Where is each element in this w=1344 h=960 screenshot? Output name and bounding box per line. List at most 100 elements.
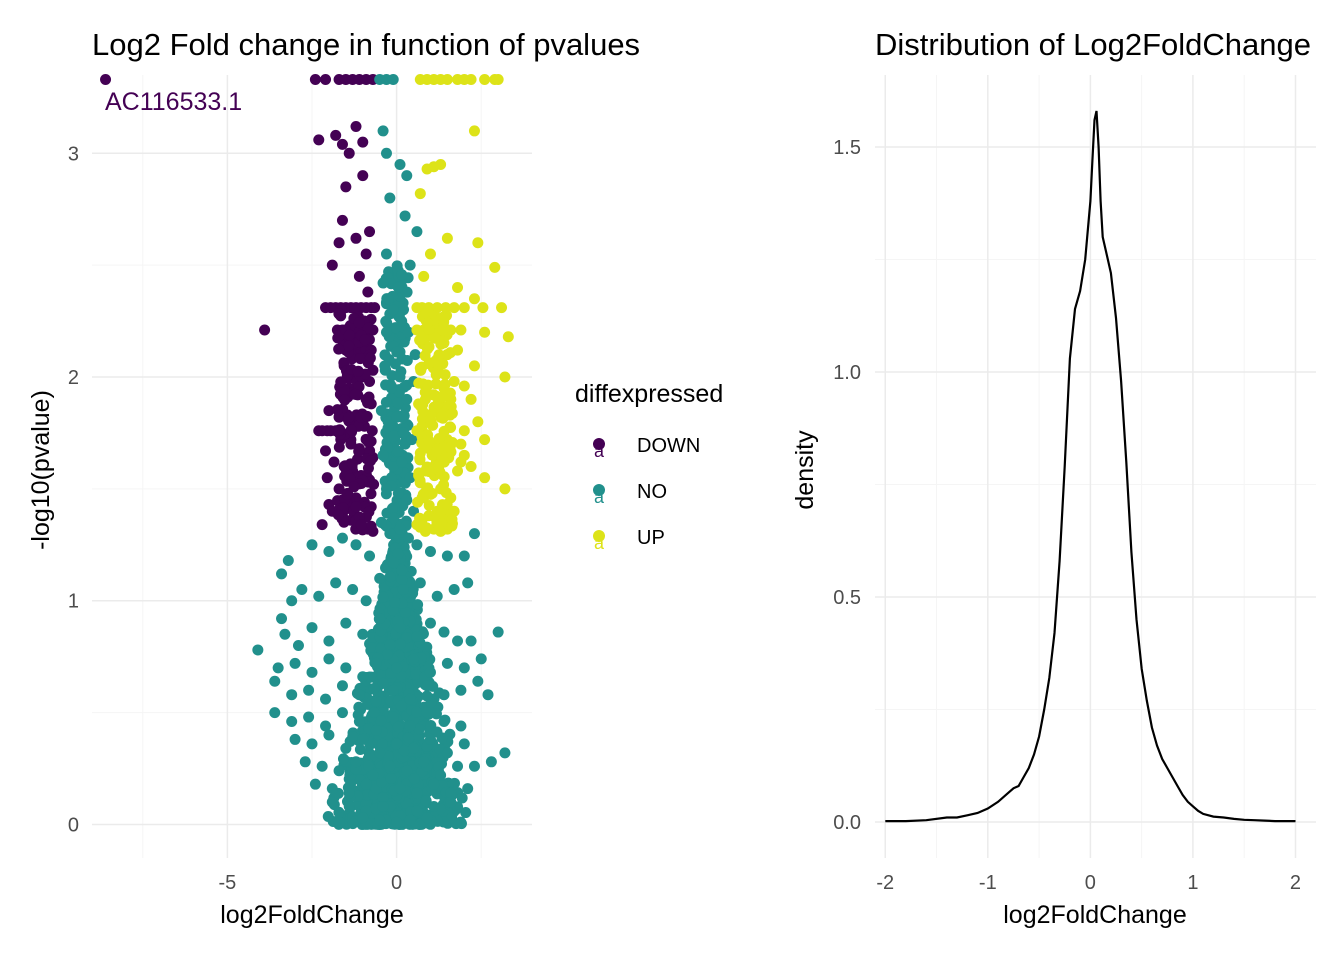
- point-no: [401, 170, 413, 182]
- point-down: [100, 73, 112, 85]
- point-up: [479, 73, 491, 85]
- point-no: [441, 550, 453, 562]
- point-no: [357, 733, 369, 745]
- point-no: [382, 750, 394, 762]
- point-up: [438, 479, 450, 491]
- point-no: [380, 147, 392, 159]
- point-up: [439, 369, 451, 381]
- point-down: [336, 214, 348, 226]
- legend-entry-down: a DOWN: [593, 435, 700, 461]
- point-no: [391, 411, 403, 423]
- point-no: [353, 689, 365, 701]
- point-no: [435, 769, 447, 781]
- legend-key-point: [593, 484, 605, 496]
- point-no: [431, 590, 443, 602]
- volcano-y-axis-title: -log10(pvalue): [27, 390, 55, 550]
- point-up: [415, 333, 427, 345]
- point-up: [499, 483, 511, 495]
- legend-label: DOWN: [637, 435, 700, 457]
- density-x-axis-title: log2FoldChange: [1003, 901, 1186, 929]
- point-up: [417, 398, 429, 410]
- point-no: [370, 724, 382, 736]
- point-no: [411, 539, 423, 551]
- point-no: [420, 795, 432, 807]
- point-down: [361, 410, 373, 422]
- point-down: [333, 237, 345, 249]
- point-down: [366, 425, 378, 437]
- point-up: [416, 492, 428, 504]
- point-no: [364, 550, 376, 562]
- point-no: [376, 776, 388, 788]
- point-no: [380, 248, 392, 260]
- point-no: [380, 396, 392, 408]
- point-no: [402, 326, 414, 338]
- point-up: [424, 248, 436, 260]
- point-up: [421, 317, 433, 329]
- point-no: [397, 584, 409, 596]
- point-down: [364, 352, 376, 364]
- point-no: [438, 689, 450, 701]
- point-no: [428, 778, 440, 790]
- point-up: [441, 232, 453, 244]
- point-no: [391, 662, 403, 674]
- point-up: [444, 421, 456, 433]
- point-up: [452, 465, 464, 477]
- point-no: [340, 662, 352, 674]
- point-no: [375, 516, 387, 528]
- legend-entries: a DOWN a NO a UP: [593, 435, 700, 553]
- volcano-x-tick-labels: -5 0: [218, 872, 402, 894]
- point-up: [465, 461, 477, 472]
- point-no: [396, 456, 408, 468]
- point-no: [456, 792, 468, 804]
- point-no: [411, 787, 423, 799]
- point-no: [286, 595, 298, 607]
- y-tick-label: 1: [68, 591, 79, 613]
- point-no: [387, 711, 399, 723]
- point-no: [401, 765, 413, 777]
- point-down: [323, 405, 335, 417]
- point-no: [377, 125, 389, 137]
- point-no: [388, 557, 400, 569]
- point-up: [423, 434, 435, 446]
- point-no: [370, 695, 382, 707]
- point-no: [353, 716, 365, 728]
- point-up: [411, 324, 423, 336]
- legend-label: NO: [637, 481, 667, 503]
- point-no: [363, 760, 375, 772]
- point-down: [365, 520, 377, 532]
- point-down: [343, 411, 355, 423]
- point-up: [458, 425, 470, 437]
- y-tick-label: 2: [68, 367, 79, 389]
- density-x-tick-labels: -2 -1 0 1 2: [876, 872, 1301, 894]
- point-down: [336, 138, 348, 150]
- legend-key-text-glyph: a: [594, 441, 605, 461]
- point-no: [347, 584, 359, 596]
- point-no: [392, 397, 404, 409]
- x-tick-label: 2: [1290, 872, 1301, 894]
- point-no: [465, 635, 477, 647]
- point-no: [375, 405, 387, 417]
- point-no: [343, 787, 355, 799]
- point-down: [333, 441, 345, 453]
- point-up: [423, 499, 435, 511]
- point-no: [396, 269, 408, 281]
- point-down: [353, 270, 365, 282]
- point-down: [333, 308, 345, 320]
- point-up: [414, 477, 426, 489]
- x-tick-label: -2: [876, 872, 894, 894]
- point-no: [403, 732, 415, 744]
- point-no: [394, 158, 406, 170]
- point-no: [460, 807, 472, 819]
- point-down: [316, 519, 328, 531]
- point-no: [389, 596, 401, 608]
- point-up: [427, 419, 439, 431]
- point-no: [374, 613, 386, 625]
- point-up: [502, 331, 514, 343]
- point-no: [396, 574, 408, 586]
- point-up: [411, 302, 423, 314]
- point-no: [421, 812, 433, 824]
- point-up: [441, 349, 453, 361]
- legend-key-text-glyph: a: [594, 487, 605, 507]
- point-down: [350, 501, 362, 513]
- point-no: [340, 742, 352, 754]
